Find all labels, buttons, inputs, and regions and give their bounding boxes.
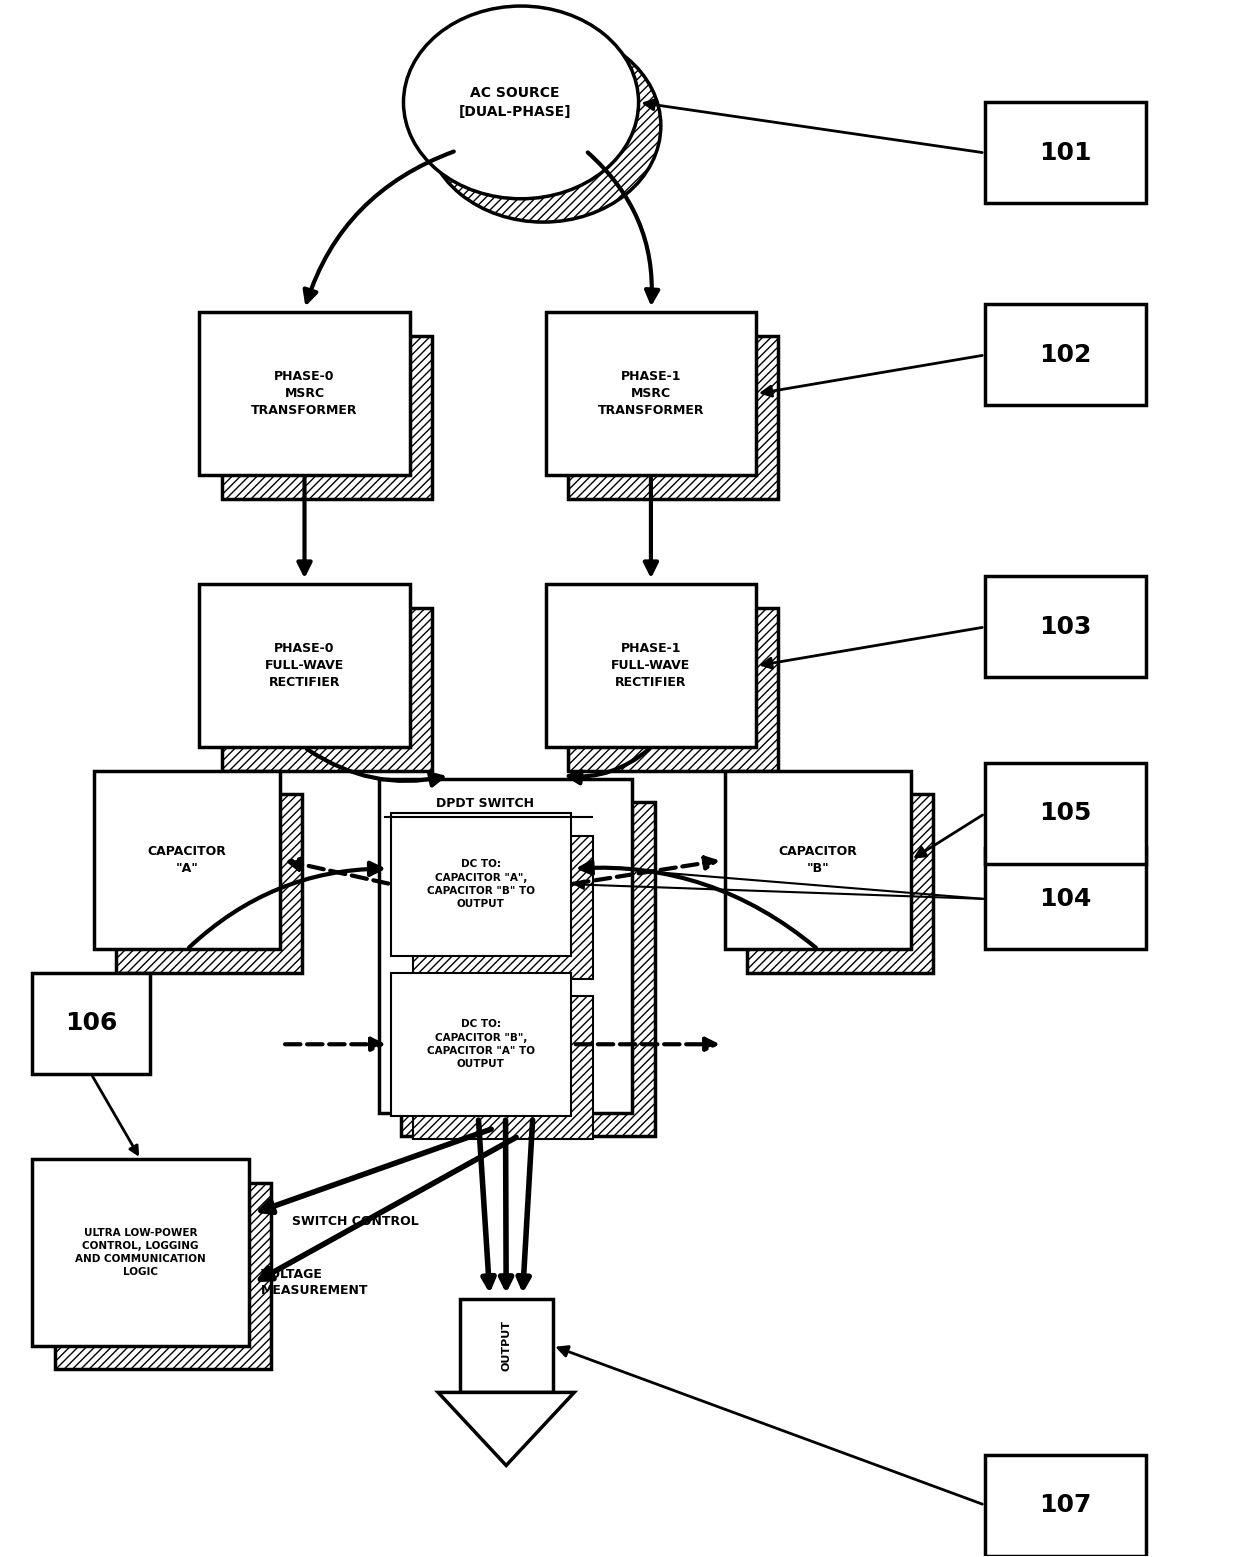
FancyBboxPatch shape [725, 771, 910, 950]
FancyBboxPatch shape [222, 607, 432, 771]
FancyBboxPatch shape [222, 336, 432, 498]
Text: 104: 104 [1039, 887, 1091, 911]
Text: 102: 102 [1039, 343, 1091, 367]
FancyBboxPatch shape [985, 849, 1146, 950]
Text: VOLTAGE
MEASUREMENT: VOLTAGE MEASUREMENT [262, 1267, 368, 1297]
FancyBboxPatch shape [391, 813, 570, 956]
Text: PHASE-1
MSRC
TRANSFORMER: PHASE-1 MSRC TRANSFORMER [598, 371, 704, 417]
FancyBboxPatch shape [985, 576, 1146, 677]
FancyBboxPatch shape [55, 1183, 272, 1369]
FancyBboxPatch shape [546, 584, 756, 747]
FancyBboxPatch shape [32, 973, 150, 1074]
Text: DPDT SWITCH: DPDT SWITCH [436, 797, 534, 810]
Text: 103: 103 [1039, 615, 1091, 638]
Text: PHASE-0
FULL-WAVE
RECTIFIER: PHASE-0 FULL-WAVE RECTIFIER [265, 643, 345, 690]
FancyBboxPatch shape [200, 313, 409, 475]
FancyBboxPatch shape [985, 103, 1146, 204]
Ellipse shape [425, 30, 661, 223]
FancyBboxPatch shape [94, 771, 280, 950]
FancyBboxPatch shape [32, 1160, 249, 1345]
Text: 101: 101 [1039, 142, 1091, 165]
FancyBboxPatch shape [985, 1454, 1146, 1555]
Ellipse shape [403, 6, 639, 199]
Text: PHASE-1
FULL-WAVE
RECTIFIER: PHASE-1 FULL-WAVE RECTIFIER [611, 643, 691, 690]
FancyBboxPatch shape [413, 836, 593, 979]
Text: CAPACITOR
"B": CAPACITOR "B" [779, 845, 857, 875]
Polygon shape [438, 1392, 574, 1465]
Text: OUTPUT: OUTPUT [501, 1320, 511, 1372]
FancyBboxPatch shape [546, 313, 756, 475]
Text: SWITCH CONTROL: SWITCH CONTROL [293, 1214, 419, 1228]
Text: PHASE-0
MSRC
TRANSFORMER: PHASE-0 MSRC TRANSFORMER [252, 371, 358, 417]
FancyBboxPatch shape [401, 802, 655, 1137]
FancyBboxPatch shape [391, 973, 570, 1116]
Text: 105: 105 [1039, 802, 1091, 825]
FancyBboxPatch shape [200, 584, 409, 747]
FancyBboxPatch shape [117, 794, 303, 973]
FancyBboxPatch shape [568, 607, 779, 771]
FancyBboxPatch shape [413, 996, 593, 1140]
FancyBboxPatch shape [460, 1299, 553, 1392]
Text: CAPACITOR
"A": CAPACITOR "A" [148, 845, 227, 875]
Text: 106: 106 [64, 1012, 118, 1035]
FancyBboxPatch shape [378, 778, 632, 1113]
FancyBboxPatch shape [985, 305, 1146, 405]
FancyBboxPatch shape [748, 794, 932, 973]
Text: AC SOURCE
[DUAL-PHASE]: AC SOURCE [DUAL-PHASE] [459, 86, 572, 118]
Text: 107: 107 [1039, 1493, 1091, 1517]
Text: ULTRA LOW-POWER
CONTROL, LOGGING
AND COMMUNICATION
LOGIC: ULTRA LOW-POWER CONTROL, LOGGING AND COM… [76, 1228, 206, 1277]
FancyBboxPatch shape [985, 763, 1146, 864]
FancyBboxPatch shape [568, 336, 779, 498]
Text: DC TO:
CAPACITOR "B",
CAPACITOR "A" TO
OUTPUT: DC TO: CAPACITOR "B", CAPACITOR "A" TO O… [427, 1020, 534, 1070]
Text: DC TO:
CAPACITOR "A",
CAPACITOR "B" TO
OUTPUT: DC TO: CAPACITOR "A", CAPACITOR "B" TO O… [427, 859, 534, 909]
